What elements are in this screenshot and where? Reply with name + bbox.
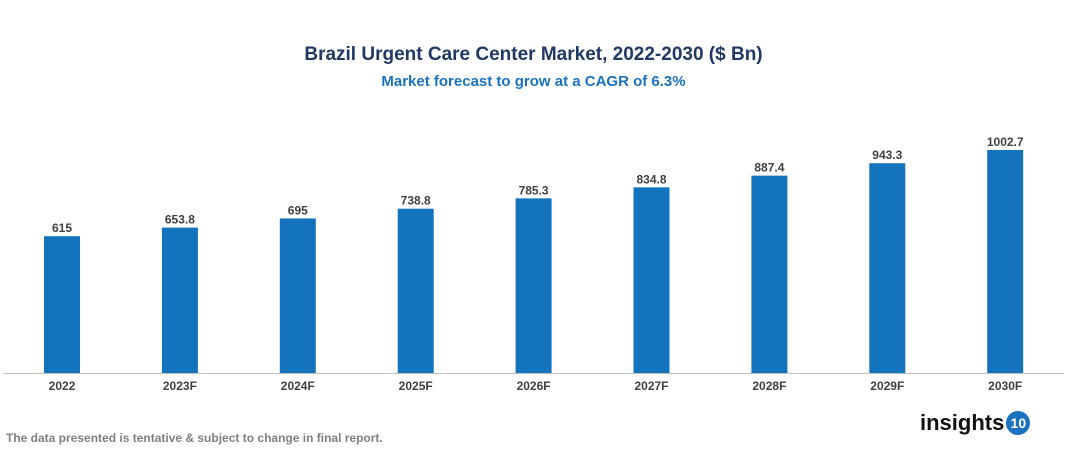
x-tick-label: 2023F [163,379,197,393]
insights10-logo: insights 10 [920,410,1031,436]
chart-subtitle: Market forecast to grow at a CAGR of 6.3… [381,73,686,90]
bar-2030F [987,150,1024,373]
x-tick-label: 2022 [49,379,76,393]
bar-2022 [44,236,80,373]
data-label: 653.8 [165,213,195,227]
bar-2025F [397,208,434,373]
x-tick-label: 2026F [517,379,551,393]
data-label: 738.8 [401,194,431,208]
data-label: 695 [288,203,308,217]
chart-title: Brazil Urgent Care Center Market, 2022-2… [304,44,763,65]
x-tick-label: 2030F [988,379,1022,393]
data-label: 834.8 [636,172,666,186]
disclaimer-note: The data presented is tentative & subjec… [6,431,383,445]
data-label: 615 [52,221,72,235]
bar-2023F [161,227,198,373]
x-tick-label: 2027F [634,379,668,393]
x-tick-label: 2029F [870,379,904,393]
data-label: 1002.7 [987,135,1024,149]
bar-2024F [279,218,316,373]
data-label: 943.3 [872,148,902,162]
bar-2027F [633,187,670,373]
bar-2028F [751,175,788,373]
x-tick-label: 2025F [399,379,433,393]
x-tick-label: 2024F [281,379,315,393]
logo-text: insights [920,410,1005,435]
bar-2029F [869,163,906,373]
data-label: 887.4 [754,161,784,175]
x-tick-label: 2028F [752,379,786,393]
logo-badge: 10 [1006,411,1031,435]
data-label: 785.3 [519,183,549,197]
bar-2026F [515,198,552,373]
